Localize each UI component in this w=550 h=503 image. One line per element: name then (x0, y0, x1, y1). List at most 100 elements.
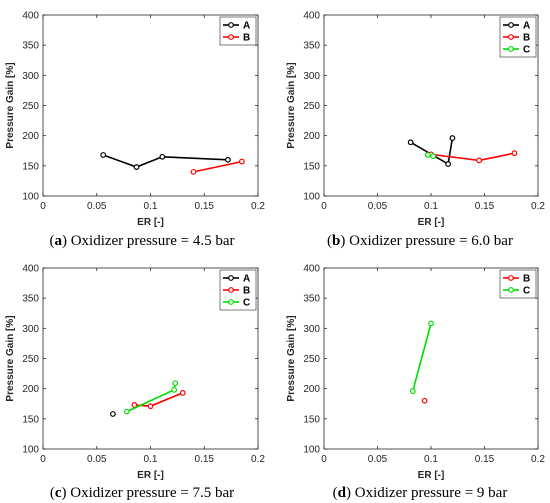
chart-panel-d: 100 150 200 250 300 350 400 0 0.05 0.1 0.15 0.2 ER [… (286, 264, 545, 502)
legend-marker-B (228, 34, 234, 40)
y-tick-label: 400 (22, 264, 39, 275)
series-line-C (412, 323, 432, 392)
caption-paren-open: ( (49, 233, 54, 249)
y-tick-label: 300 (22, 71, 39, 82)
y-tick-label: 350 (303, 41, 320, 52)
legend-marker-C (508, 46, 514, 52)
y-tick-label: 400 (303, 264, 320, 275)
legend-marker-C (508, 287, 514, 293)
caption-paren-open: ( (333, 485, 338, 501)
legend-label-A: A (523, 21, 530, 32)
y-tick-label: 200 (303, 384, 320, 395)
panel-caption: (c) Oxidizer pressure = 7.5 bar (50, 485, 234, 501)
y-tick-label: 150 (303, 161, 320, 172)
x-axis-label: ER [-] (137, 217, 164, 228)
y-axis-label: Pressure Gain [%] (286, 62, 297, 148)
caption-text: ) Oxidizer pressure = 6.0 bar (340, 233, 513, 249)
legend-label-A: A (243, 274, 250, 285)
series-line-A (102, 154, 228, 168)
data-point-C (430, 153, 437, 160)
legend-marker-A (228, 22, 234, 28)
data-point-A (100, 152, 107, 158)
data-point-B (179, 389, 186, 396)
caption-paren-open: ( (327, 233, 332, 249)
legend-label-C: C (523, 45, 530, 56)
data-point-C (123, 408, 130, 415)
data-point-B (476, 157, 483, 164)
data-point-A (407, 139, 414, 146)
legend-label-B: B (243, 286, 250, 297)
legend-marker-B (508, 34, 514, 40)
y-tick-label: 150 (22, 161, 39, 172)
chart-panel-c: 100 150 200 250 300 350 400 0 0.05 0.1 0.15 0.2 ER [… (5, 264, 265, 502)
y-tick-label: 100 (303, 192, 320, 203)
data-point-B (238, 158, 245, 165)
x-tick-label: 0.05 (87, 454, 107, 465)
data-point-A (159, 153, 166, 160)
legend-label-C: C (523, 286, 530, 297)
y-tick-label: 200 (22, 131, 39, 142)
x-tick-label: 0.05 (368, 201, 388, 212)
y-tick-label: 300 (303, 324, 320, 335)
data-point-B (421, 397, 428, 404)
x-tick-label: 0 (321, 201, 327, 212)
x-tick-label: 0 (40, 201, 46, 212)
chart-panel-a: 100 150 200 250 300 350 400 0 0.05 0.1 0.15 0.2 ER [… (5, 11, 265, 250)
data-point-C (424, 152, 431, 158)
caption-text: ) Oxidizer pressure = 7.5 bar (62, 485, 235, 501)
panel-caption: (b) Oxidizer pressure = 6.0 bar (327, 233, 513, 249)
y-tick-label: 400 (303, 11, 320, 22)
legend-label-A: A (243, 21, 250, 32)
data-point-A (109, 411, 116, 417)
y-tick-label: 300 (303, 71, 320, 82)
data-point-B (131, 402, 138, 408)
y-tick-label: 200 (22, 384, 39, 395)
data-point-B (147, 403, 154, 410)
series-line-B (193, 160, 243, 173)
legend-label-B: B (523, 33, 530, 44)
x-tick-label: 0.05 (87, 201, 107, 212)
data-point-A (133, 164, 140, 170)
x-axis-label: ER [-] (418, 217, 445, 228)
x-tick-label: 0.2 (531, 201, 545, 212)
x-tick-label: 0.1 (144, 201, 158, 212)
legend-marker-C (228, 299, 234, 305)
caption-letter: b (332, 233, 340, 249)
caption-text: ) Oxidizer pressure = 9 bar (346, 485, 507, 501)
y-tick-label: 250 (22, 354, 39, 365)
y-tick-label: 150 (303, 414, 320, 425)
legend-label-C: C (243, 298, 250, 309)
legend-marker-B (508, 275, 514, 281)
x-tick-label: 0.05 (368, 454, 388, 465)
y-tick-label: 250 (22, 101, 39, 112)
legend-label-B: B (243, 33, 250, 44)
y-axis-label: Pressure Gain [%] (286, 315, 297, 401)
y-tick-label: 350 (22, 41, 39, 52)
legend-marker-A (508, 22, 514, 28)
chart-panel-b: 100 150 200 250 300 350 400 0 0.05 0.1 0.15 0.2 ER [… (286, 11, 545, 250)
data-point-A (224, 156, 231, 163)
y-tick-label: 100 (303, 445, 320, 456)
x-tick-label: 0.2 (251, 454, 265, 465)
caption-paren-open: ( (50, 485, 55, 501)
legend-label-B: B (523, 274, 530, 285)
y-tick-label: 100 (22, 192, 39, 203)
data-point-A (445, 161, 452, 167)
x-tick-label: 0.2 (531, 454, 545, 465)
x-axis-label: ER [-] (418, 470, 445, 481)
x-tick-label: 0 (40, 454, 46, 465)
data-point-C (172, 380, 179, 387)
caption-letter: c (55, 485, 62, 501)
y-tick-label: 250 (303, 101, 320, 112)
x-axis-label: ER [-] (137, 470, 164, 481)
x-tick-label: 0.15 (195, 201, 215, 212)
y-tick-label: 300 (22, 324, 39, 335)
y-axis-label: Pressure Gain [%] (5, 62, 16, 148)
x-tick-label: 0.15 (475, 454, 495, 465)
panel-caption: (d) Oxidizer pressure = 9 bar (333, 485, 508, 501)
x-tick-label: 0.2 (251, 201, 265, 212)
caption-letter: d (338, 485, 347, 501)
x-tick-label: 0 (321, 454, 327, 465)
x-tick-label: 0.1 (144, 454, 158, 465)
